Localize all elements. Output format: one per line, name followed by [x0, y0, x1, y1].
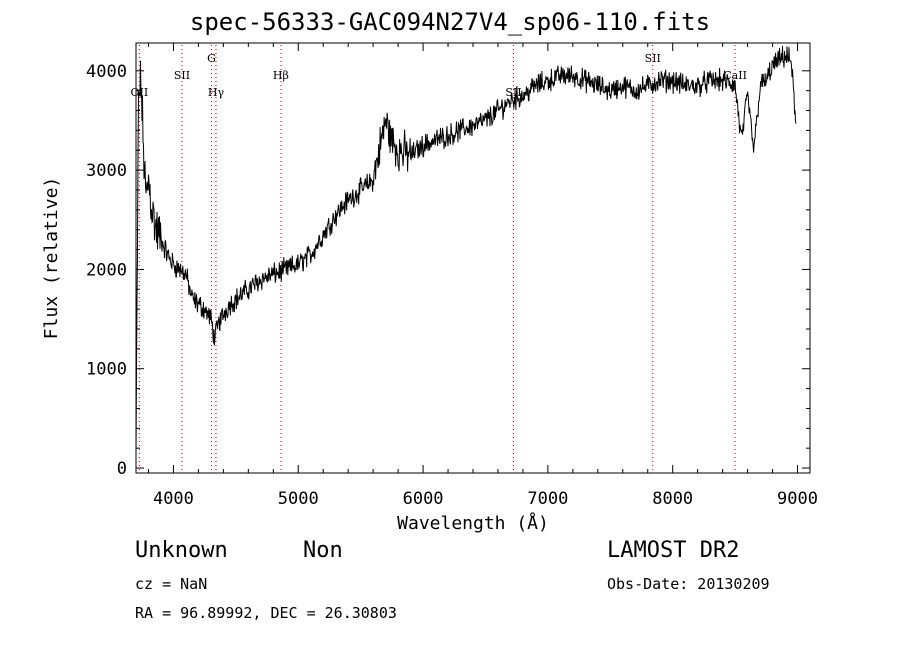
y-tick-label: 2000: [86, 260, 127, 280]
obs-date-label: Obs-Date: 20130209: [607, 575, 770, 593]
coordinates-label: RA = 96.89992, DEC = 26.30803: [135, 604, 397, 622]
y-tick-label: 3000: [86, 161, 127, 181]
x-tick-label: 8000: [652, 489, 693, 509]
x-tick-label: 7000: [527, 489, 568, 509]
spectral-line-label: G: [207, 52, 216, 65]
x-tick-label: 6000: [403, 489, 444, 509]
spectral-line-label: Hγ: [208, 86, 225, 99]
object-class: Unknown: [135, 538, 228, 563]
chart-title: spec-56333-GAC094N27V4_sp06-110.fits: [189, 8, 711, 36]
x-tick-label: 5000: [278, 489, 319, 509]
y-axis-label: Flux (relative): [41, 177, 62, 340]
spectral-line-label: SII: [645, 52, 661, 65]
x-tick-label: 4000: [153, 489, 194, 509]
spectral-line-label: SII: [174, 69, 190, 82]
y-tick-label: 1000: [86, 360, 127, 380]
plot-frame: [135, 42, 811, 474]
spectral-line-label: CaII: [723, 69, 747, 82]
x-tick-label: 9000: [777, 489, 818, 509]
spectrum-line: [135, 45, 797, 457]
y-tick-label: 4000: [86, 62, 127, 82]
x-axis-label: Wavelength (Å): [397, 512, 549, 534]
spectral-line-label: SII: [505, 86, 521, 99]
y-tick-label: 0: [117, 459, 127, 479]
survey-name: LAMOST DR2: [607, 538, 740, 563]
spectral-line-label: Hβ: [273, 69, 289, 82]
object-subclass: Non: [303, 538, 343, 563]
redshift-label: cz = NaN: [135, 575, 208, 593]
